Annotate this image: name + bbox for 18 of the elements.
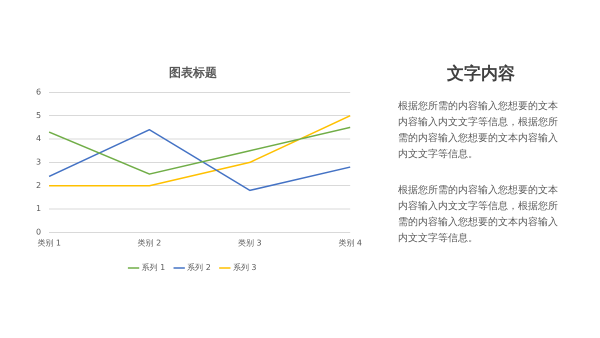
text: 根据您所需的内容输入您想要的文本内容输入内文文字等信息，根据您所需的内容输入您想要的文本内容输入内文文字等信息。 bbox=[398, 184, 559, 246]
y-tick-label: 4 bbox=[36, 134, 42, 144]
y-tick-label: 1 bbox=[36, 204, 42, 214]
y-tick-label: 2 bbox=[36, 180, 42, 190]
x-tick-label: 类别 1 bbox=[37, 238, 61, 248]
legend-label: 系列 3 bbox=[232, 263, 256, 272]
x-tick-label: 类别 3 bbox=[238, 238, 262, 248]
x-tick-label: 类别 4 bbox=[338, 238, 362, 248]
legend-label: 系列 2 bbox=[187, 263, 211, 272]
text: 根据您所需的内容输入您想要的文本内容输入内文文字等信息，根据您所需的内容输入您想要的文本内容输入内文文字等信息。 bbox=[398, 100, 559, 162]
text: 文字内容 bbox=[446, 63, 516, 85]
legend-label: 系列 1 bbox=[142, 263, 166, 272]
y-tick-label: 6 bbox=[36, 87, 42, 96]
y-tick-label: 3 bbox=[36, 157, 42, 166]
chart-title: 图表标题 bbox=[169, 65, 217, 80]
y-tick-label: 0 bbox=[36, 227, 42, 236]
y-tick-label: 5 bbox=[36, 110, 42, 120]
x-tick-label: 类别 2 bbox=[138, 238, 162, 248]
